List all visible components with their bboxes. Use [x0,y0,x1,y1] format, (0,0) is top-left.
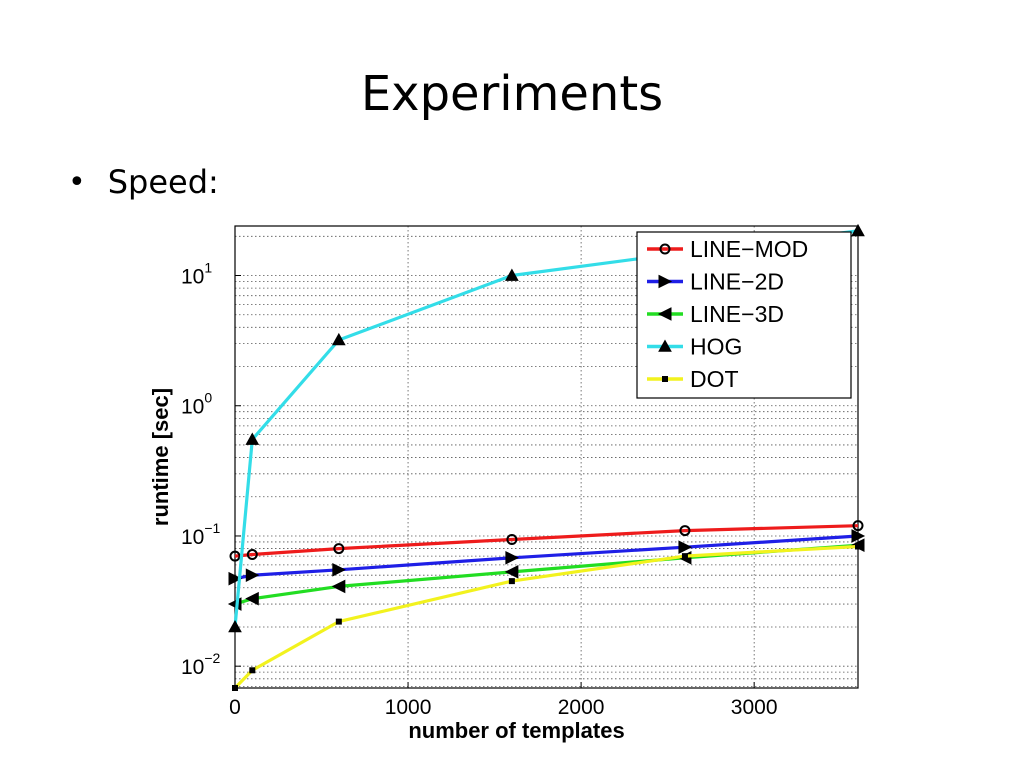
data-point [249,667,256,674]
data-point [851,223,865,237]
data-point [232,685,238,691]
legend-marker [658,339,672,352]
data-point [245,568,260,582]
x-axis-label: number of templates [408,718,624,743]
y-tick-label: 101 [181,260,212,289]
legend-item: HOG [647,334,742,360]
legend-marker [659,243,671,255]
data-point [851,529,866,543]
data-point [332,562,346,577]
axes-box [234,225,859,689]
data-point [331,332,346,346]
x-tick-label: 3000 [731,696,778,719]
x-tick-label: 2000 [558,696,605,719]
data-point [504,565,519,579]
y-axis-label: runtime [sec] [148,388,173,526]
legend-label: DOT [690,366,739,392]
data-point [681,553,688,560]
bullet-icon: • [68,164,86,200]
data-point [335,618,342,625]
data-point [331,579,346,594]
data-point [505,268,519,281]
slide-title: Experiments [360,66,664,122]
legend-marker [657,307,672,321]
data-point [852,520,864,532]
legend-label: LINE−2D [690,269,784,295]
legend-label: LINE−3D [690,301,784,327]
y-tick-label: 100 [181,390,212,419]
legend: LINE−MOD LINE−2D LINE−3D HOG DOT [636,231,852,399]
data-point [246,549,258,561]
series-line-mod [229,520,864,562]
legend-item: LINE−MOD [647,236,808,262]
data-point [679,525,691,537]
x-tick-label: 1000 [385,696,432,719]
data-point [333,543,345,555]
series-line-2d [228,529,866,586]
data-point [855,543,861,550]
x-tick-label: 0 [229,696,241,719]
series-dot [232,543,861,691]
legend-marker [658,274,673,289]
legend-item: LINE−2D [647,269,784,295]
data-point [508,578,515,585]
data-point [678,540,693,554]
data-point [229,550,241,562]
legend-label: HOG [690,334,742,360]
y-tick-label: 10−2 [181,650,221,679]
data-point [228,571,243,586]
legend-item: LINE−3D [647,301,784,327]
bullet-text: Speed: [107,163,219,201]
y-tick-label: 10−1 [181,520,221,549]
data-point [245,432,260,445]
data-point [506,533,518,545]
data-point [505,550,520,565]
data-point [228,619,242,633]
legend-label: LINE−MOD [690,236,808,262]
bullet-item: • Speed: [68,163,219,201]
legend-marker [662,376,668,382]
legend-item: DOT [647,366,739,392]
data-point [245,591,259,606]
series-line [234,524,859,558]
